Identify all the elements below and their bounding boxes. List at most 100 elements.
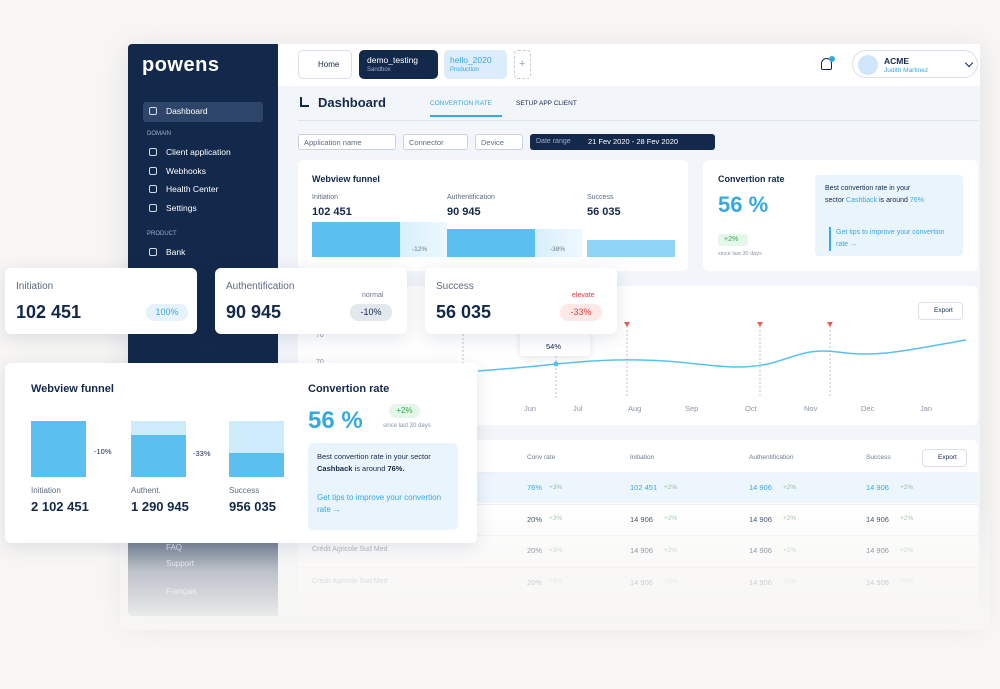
filter-label: Device — [481, 138, 504, 147]
nav-icon — [149, 185, 157, 193]
button-label: Export — [938, 454, 957, 461]
tab[interactable]: CONVERTION RATE — [430, 100, 492, 107]
kpi-card: Authentification 90 945 normal -10% — [215, 268, 407, 334]
cell-value: 14 906 — [749, 483, 772, 492]
nav-icon — [149, 248, 157, 256]
kpi-badge: -33% — [560, 304, 602, 321]
kpi-label: Authentification — [226, 281, 295, 292]
step-label: Success — [587, 194, 614, 201]
x-tick-label: Sep — [685, 404, 699, 413]
card-title: Convertion rate — [718, 174, 785, 184]
bell-dot — [829, 56, 835, 62]
x-tick-label: Aug — [628, 404, 642, 413]
export-button[interactable]: Export — [922, 449, 967, 467]
funnel-bar-ghost — [131, 421, 186, 435]
tip-link[interactable]: Get tips to improve your convertion rate… — [317, 493, 442, 514]
funnel-bar — [31, 421, 86, 477]
tab[interactable]: SETUP APP CLIENT — [516, 100, 577, 107]
nav-icon — [149, 204, 157, 212]
kpi-value: 56 035 — [436, 302, 492, 322]
step-value: 90 945 — [447, 206, 481, 218]
period: since last 30 days — [383, 423, 431, 429]
y-tick-label: 70 — [316, 359, 324, 366]
funnel-bar — [312, 222, 400, 257]
kpi-card: Initiation 102 451 100% — [5, 268, 197, 334]
x-tick-label: Jul — [573, 404, 583, 413]
tip-link[interactable]: Get tips to improve your convertion rate… — [829, 227, 949, 251]
nav-item[interactable]: Health Center — [166, 184, 219, 194]
avatar — [858, 55, 878, 75]
cell-delta: +3% — [549, 483, 563, 491]
nav-item[interactable]: Webhooks — [166, 166, 207, 176]
conversion-value: 56 % — [308, 407, 363, 434]
tip-part: Best convertion rate in your sector — [825, 185, 911, 204]
x-tick-label: Nov — [804, 404, 818, 413]
date-filter[interactable]: Date range 21 Fev 2020 - 28 Fev 2020 — [530, 134, 715, 150]
kpi-badge: -10% — [350, 304, 392, 321]
conversion-card: Convertion rate 56 % +2% since last 30 days… — [703, 160, 978, 271]
funnel-bar — [131, 435, 186, 477]
drop-label: -10% — [94, 447, 112, 456]
add-workspace[interactable]: + — [514, 50, 531, 79]
card-title: Convertion rate — [308, 383, 390, 395]
funnel-bar — [447, 229, 535, 257]
workspace[interactable]: hello_2020 Production — [444, 50, 507, 79]
point — [553, 361, 559, 367]
cell-value: 102 451 — [630, 483, 658, 492]
section-label: PRODUCT — [147, 231, 177, 237]
column-header: Conv rate — [527, 454, 556, 461]
column-header: Authentification — [749, 454, 794, 461]
cell-delta: +2% — [900, 483, 914, 491]
header-rule — [298, 120, 978, 121]
delta-badge: +2% — [389, 404, 420, 418]
chevron — [964, 58, 974, 68]
nav-active — [143, 102, 263, 122]
y-tick-label: 70 — [316, 332, 324, 339]
cell-delta: +2% — [664, 483, 678, 491]
nav-icon — [149, 148, 157, 156]
filter[interactable]: Device — [475, 134, 523, 150]
account[interactable]: ACME Judith Martinez — [852, 50, 978, 78]
filter-label: Application name — [304, 138, 362, 147]
x-tick-label: Dec — [861, 404, 875, 413]
kpi-badge-label: -33% — [570, 307, 592, 317]
delta-badge: +2% — [718, 234, 748, 246]
tip-box: Best convertion rate in your sector Cash… — [308, 443, 458, 530]
account-name: ACME — [884, 56, 910, 66]
tip-part: is around — [352, 464, 388, 473]
nav-item[interactable]: Client application — [166, 147, 231, 157]
filter[interactable]: Connector — [403, 134, 468, 150]
button-label: Home — [318, 60, 340, 69]
export-button[interactable]: Export — [918, 302, 963, 320]
step-value: 1 290 945 — [131, 499, 189, 514]
account-user: Judith Martinez — [884, 67, 929, 74]
tooltip: 54% — [520, 330, 590, 356]
drop-label: -12% — [412, 246, 428, 253]
filter[interactable]: Application name — [298, 134, 396, 150]
step-label: Authentification — [447, 194, 495, 201]
nav-item[interactable]: Settings — [166, 203, 197, 213]
section-label: DOMAIN — [147, 131, 171, 137]
cell-value: 76% — [527, 483, 543, 492]
tooltip-value: 54% — [546, 342, 562, 351]
period: since last 30 days — [718, 251, 762, 257]
nav-item[interactable]: Bank — [166, 247, 186, 257]
tip-part: Best convertion rate in your sector — [317, 452, 431, 461]
tip-part: 76%. — [387, 464, 405, 473]
step-value: 956 035 — [229, 499, 276, 514]
funnel-card: Webview funnel Initiation 102 451 Authentif… — [298, 160, 688, 271]
kpi-status: elevate — [572, 292, 595, 299]
filter-label: Date range — [536, 137, 571, 145]
kpi-card: Success 56 035 elevate -33% — [425, 268, 617, 334]
delta: +2% — [396, 406, 413, 415]
home-button[interactable] — [298, 50, 352, 79]
nav-item[interactable]: Dashboard — [166, 106, 208, 116]
workspace[interactable]: demo_testing Sandbox — [359, 50, 438, 79]
card-title: Webview funnel — [31, 383, 114, 395]
nav-icon — [149, 167, 157, 175]
delta: +2% — [724, 235, 739, 243]
conversion-value: 56 % — [718, 192, 769, 217]
bell-icon[interactable] — [821, 58, 832, 70]
tab-underline — [430, 115, 502, 117]
workspace-name: demo_testing — [367, 55, 419, 65]
